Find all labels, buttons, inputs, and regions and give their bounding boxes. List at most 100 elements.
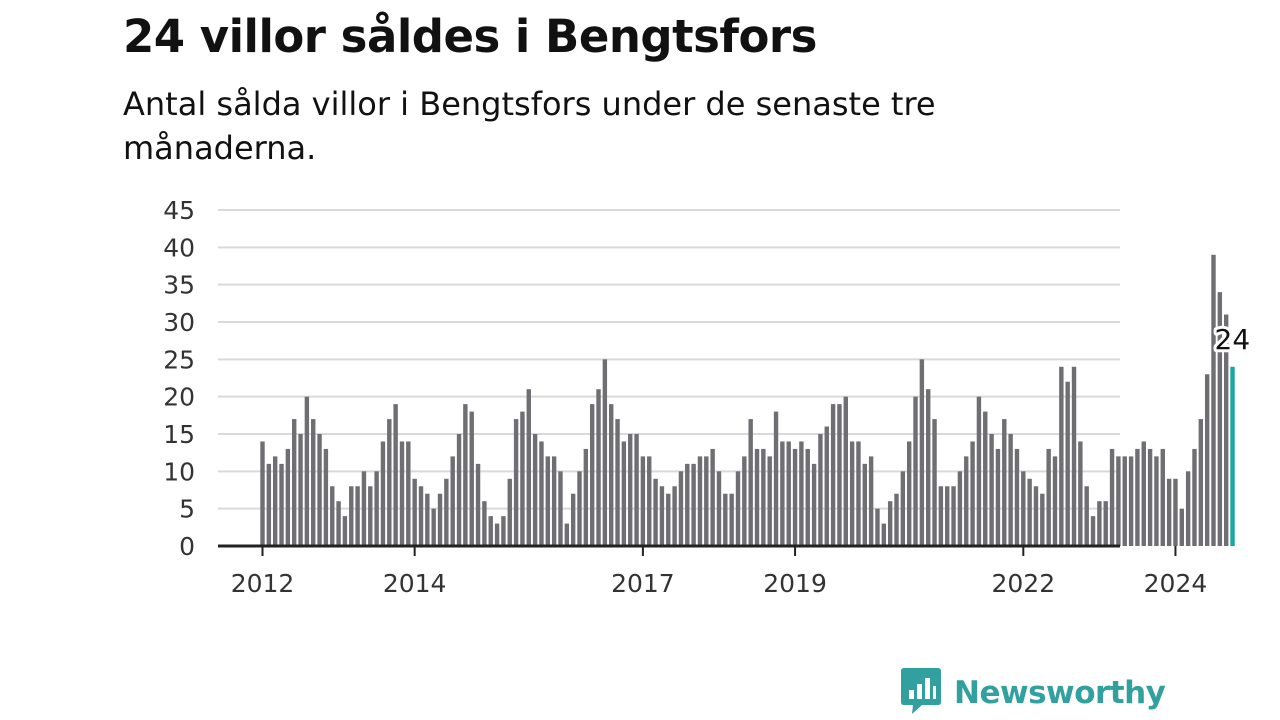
x-tick-label: 2022 xyxy=(991,569,1055,598)
bar xyxy=(1192,448,1197,546)
bar xyxy=(1198,419,1204,546)
y-tick-label: 10 xyxy=(163,457,195,486)
bar xyxy=(780,441,785,546)
bar xyxy=(361,471,367,546)
bar xyxy=(691,463,696,546)
highlight-annotation: 24 xyxy=(1212,320,1254,359)
x-tick-label: 2017 xyxy=(611,569,675,598)
bar xyxy=(298,434,303,546)
bar xyxy=(830,404,836,546)
bar xyxy=(976,396,982,546)
bar xyxy=(1204,374,1210,546)
bar xyxy=(463,404,468,546)
bar xyxy=(951,486,956,546)
bar xyxy=(704,456,709,546)
bar xyxy=(868,456,874,546)
chart-title: 24 villor såldes i Bengtsfors xyxy=(123,10,817,63)
bar xyxy=(799,441,804,546)
bar xyxy=(596,389,601,546)
bar xyxy=(748,419,753,546)
bar xyxy=(1211,254,1216,547)
x-tick-label: 2019 xyxy=(763,569,827,598)
bar xyxy=(437,493,443,546)
newsworthy-logo: Newsworthy xyxy=(900,666,1166,720)
newsworthy-bar-chart-icon xyxy=(900,666,942,720)
bar xyxy=(805,448,810,546)
y-axis-labels: 0 5 10 15 20 25 30 35 40 45 xyxy=(163,196,195,561)
bar xyxy=(628,434,633,546)
bar xyxy=(843,396,848,546)
bar xyxy=(1033,486,1039,546)
bar xyxy=(355,486,360,546)
bar xyxy=(469,411,474,546)
y-tick-label: 45 xyxy=(163,196,195,225)
bar xyxy=(685,463,690,546)
bar xyxy=(570,493,576,546)
bar xyxy=(1040,493,1045,546)
bar xyxy=(311,419,316,546)
bar xyxy=(926,389,931,546)
bar xyxy=(266,463,272,546)
bar xyxy=(1027,478,1032,546)
bar xyxy=(970,441,975,546)
bar xyxy=(412,478,417,546)
bar xyxy=(1166,478,1172,546)
bar xyxy=(368,486,373,546)
bar xyxy=(494,523,500,546)
bar xyxy=(1141,441,1146,546)
bar xyxy=(735,471,741,546)
y-tick-label: 0 xyxy=(179,532,195,561)
bar xyxy=(285,448,291,546)
bar xyxy=(526,389,531,546)
bar xyxy=(894,493,899,546)
bar xyxy=(545,456,550,546)
bar xyxy=(1097,501,1102,546)
bar xyxy=(444,478,449,546)
bar xyxy=(919,359,925,546)
bar xyxy=(906,441,912,546)
bar xyxy=(761,448,766,546)
bar xyxy=(1103,501,1108,546)
bar xyxy=(399,441,405,546)
bar xyxy=(697,456,703,546)
bar xyxy=(900,471,906,546)
bar xyxy=(1002,419,1007,546)
bar xyxy=(488,516,493,546)
bar xyxy=(811,463,817,546)
x-tick-label: 2014 xyxy=(383,569,447,598)
y-tick-label: 30 xyxy=(163,308,195,337)
bar xyxy=(818,434,823,546)
bar xyxy=(406,441,411,546)
bar xyxy=(640,456,646,546)
bar xyxy=(336,501,341,546)
x-tick-label: 2012 xyxy=(231,569,295,598)
bar xyxy=(1084,486,1089,546)
bar xyxy=(1135,448,1140,546)
bar xyxy=(387,419,392,546)
bar xyxy=(1179,508,1184,546)
bar xyxy=(393,404,398,546)
bar xyxy=(723,493,728,546)
bar xyxy=(786,441,791,546)
bar xyxy=(475,463,481,546)
bar xyxy=(932,419,937,546)
bar xyxy=(938,486,944,546)
bar xyxy=(1122,456,1127,546)
bar xyxy=(995,448,1001,546)
bar xyxy=(1090,516,1096,546)
brand-name: Newsworthy xyxy=(954,675,1166,711)
bar xyxy=(501,516,506,546)
y-tick-label: 40 xyxy=(163,233,195,262)
bar xyxy=(456,434,462,546)
bar xyxy=(1160,448,1165,546)
bar xyxy=(659,486,665,546)
y-tick-label: 25 xyxy=(163,345,195,374)
bars xyxy=(260,254,1235,547)
bar xyxy=(551,456,557,546)
bar xyxy=(729,493,734,546)
bar xyxy=(558,471,563,546)
y-tick-label: 35 xyxy=(163,271,195,300)
bar xyxy=(678,471,684,546)
bar xyxy=(583,448,589,546)
